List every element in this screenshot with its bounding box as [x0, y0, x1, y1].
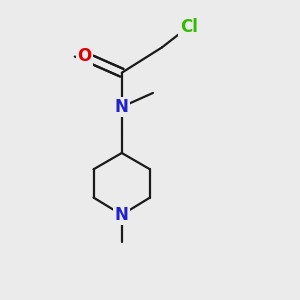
Text: N: N [115, 98, 129, 116]
Text: O: O [77, 47, 92, 65]
Text: N: N [115, 206, 129, 224]
Text: Cl: Cl [180, 18, 198, 36]
